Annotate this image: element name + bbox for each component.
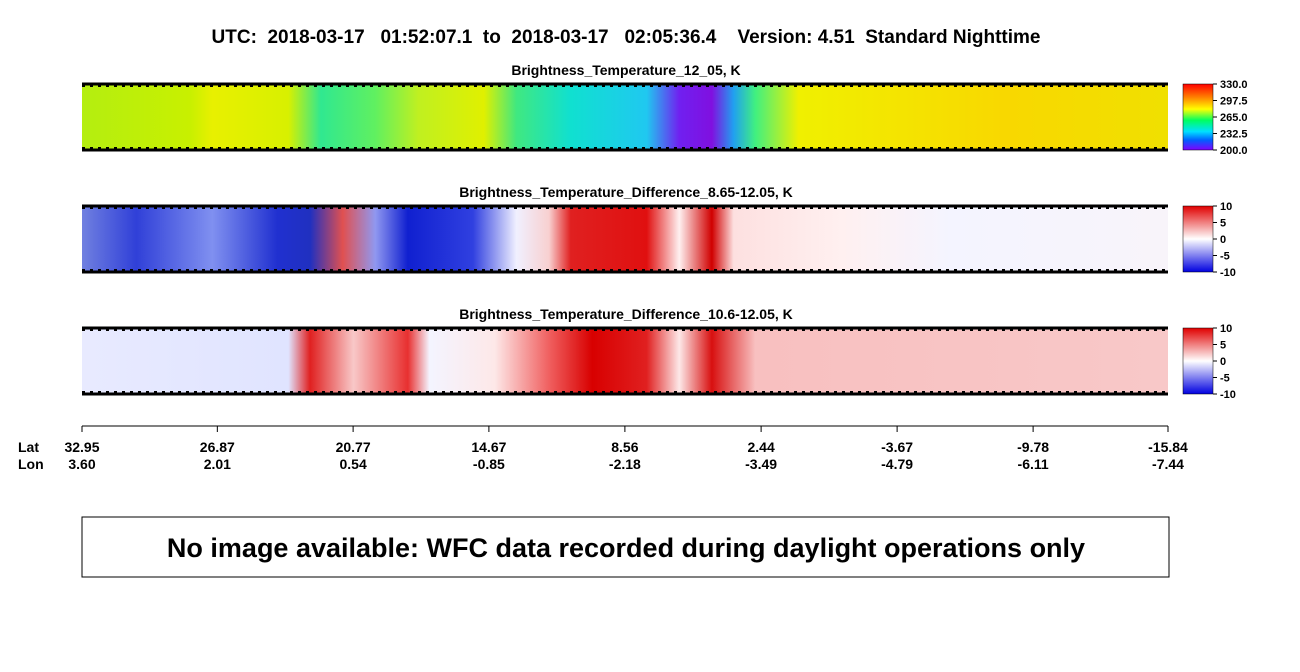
- colorbar-tick-label: 232.5: [1220, 129, 1248, 141]
- lat-tick-label: 32.95: [64, 439, 99, 455]
- colorbar-tick-label: 0: [1220, 234, 1226, 246]
- lat-tick-label: -15.84: [1148, 439, 1188, 455]
- message: No image available: WFC data recorded du…: [167, 533, 1085, 563]
- lat-tick-label: -3.67: [881, 439, 913, 455]
- lon-tick-label: -0.85: [473, 456, 505, 472]
- lon-tick-label: 2.01: [204, 456, 231, 472]
- colorbar-tick-label: 10: [1220, 323, 1232, 335]
- lon-tick-label: -4.79: [881, 456, 913, 472]
- lat-tick-label: 2.44: [747, 439, 774, 455]
- colorbar-tick-label: 330.0: [1220, 79, 1248, 91]
- heatmap-image: [82, 206, 1168, 272]
- page-title: UTC: 2018-03-17 01:52:07.1 to 2018-03-17…: [212, 27, 1041, 48]
- lon-tick-label: 0.54: [339, 456, 366, 472]
- colorbar-tick-label: 0: [1220, 356, 1226, 368]
- lat-tick-label: 14.67: [471, 439, 506, 455]
- lon-tick-label: -6.11: [1018, 456, 1049, 472]
- colorbar-tick-label: 5: [1220, 340, 1226, 352]
- colorbar-tick-label: 297.5: [1220, 96, 1248, 108]
- colorbar: [1182, 83, 1214, 151]
- colorbar-tick-label: 200.0: [1220, 145, 1248, 157]
- lon-tick-label: -3.49: [745, 456, 777, 472]
- colorbar-tick-label: 10: [1220, 201, 1232, 213]
- lon-tick-label: -2.18: [609, 456, 641, 472]
- colorbar-tick-label: 5: [1220, 218, 1226, 230]
- panel-title: Brightness_Temperature_12_05, K: [511, 62, 740, 78]
- colorbar-tick-label: -10: [1220, 389, 1236, 401]
- colorbar-tick-label: -5: [1220, 373, 1230, 385]
- lat-label: Lat: [18, 439, 39, 455]
- message-box: [81, 516, 1170, 578]
- lat-tick-label: 8.56: [611, 439, 638, 455]
- lat-tick-label: -9.78: [1017, 439, 1049, 455]
- colorbar: [1182, 327, 1214, 395]
- lon-label: Lon: [18, 456, 44, 472]
- lon-tick-label: -7.44: [1152, 456, 1184, 472]
- colorbar-tick-label: -10: [1220, 267, 1236, 279]
- heatmap-image: [82, 328, 1168, 394]
- colorbar-tick-label: -5: [1220, 251, 1230, 263]
- lon-tick-label: 3.60: [68, 456, 95, 472]
- panel-title: Brightness_Temperature_Difference_8.65-1…: [459, 184, 793, 200]
- lat-tick-label: 26.87: [200, 439, 235, 455]
- colorbar: [1182, 205, 1214, 273]
- panel-title: Brightness_Temperature_Difference_10.6-1…: [459, 306, 793, 322]
- heatmap-image: [82, 84, 1168, 150]
- colorbar-tick-label: 265.0: [1220, 112, 1248, 124]
- lat-tick-label: 20.77: [336, 439, 371, 455]
